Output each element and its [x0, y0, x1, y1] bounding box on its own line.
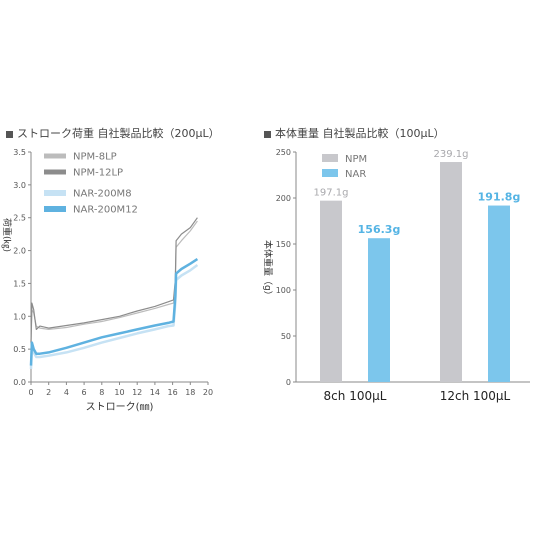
bar-y-tick-label: 250 [276, 148, 291, 157]
line-y-tick-label: 1.0 [13, 312, 26, 321]
bar-y-tick-label: 50 [281, 332, 291, 341]
bar-data-label: 156.3g [358, 223, 401, 236]
bar-category-label: 8ch 100μL [324, 389, 387, 403]
line-x-tick-label: 10 [114, 388, 124, 397]
line-x-tick-label: 0 [28, 388, 33, 397]
bullet-square-icon [264, 130, 271, 138]
bar-y-axis-label: 本体重量（g） [262, 240, 274, 300]
line-x-tick-label: 16 [168, 388, 178, 397]
line-y-tick-label: 0.0 [13, 378, 26, 387]
bar-y-tick-label: 0 [286, 378, 291, 387]
line-legend-swatch [44, 206, 66, 212]
line-x-tick-label: 20 [203, 388, 213, 397]
line-legend-label: NPM-12LP [73, 168, 123, 179]
bullet-square-icon [6, 130, 13, 138]
bar-nar [488, 205, 510, 382]
line-y-tick-label: 1.5 [13, 279, 26, 288]
line-x-tick-label: 18 [185, 388, 195, 397]
bar-data-label: 239.1g [434, 149, 469, 160]
line-y-tick-label: 2.5 [13, 214, 26, 223]
line-x-tick-label: 12 [132, 388, 142, 397]
bar-legend-label: NPM [345, 154, 367, 165]
line-legend-label: NAR-200M12 [73, 205, 138, 216]
line-y-tick-label: 0.5 [13, 345, 26, 354]
line-legend-swatch [44, 190, 66, 196]
line-y-axis-label: 荷重(㎏) [1, 218, 13, 252]
bar-category-label: 12ch 100μL [440, 389, 511, 403]
bar-legend-swatch [322, 154, 338, 162]
line-y-tick-label: 3.5 [13, 148, 26, 157]
bar-data-label: 197.1g [314, 188, 349, 199]
bar-legend-label: NAR [345, 169, 366, 180]
line-series-npm-12lp [30, 217, 198, 343]
line-legend-swatch [44, 153, 66, 159]
line-y-tick-label: 2.0 [13, 247, 26, 256]
line-legend-swatch [44, 169, 66, 175]
line-y-tick-label: 3.0 [13, 181, 26, 190]
line-x-tick-label: 4 [64, 388, 69, 397]
line-legend-label: NPM-8LP [73, 152, 117, 163]
line-legend-label: NAR-200M8 [73, 189, 132, 200]
bar-legend-swatch [322, 169, 338, 177]
bar-data-label: 191.8g [478, 191, 521, 204]
line-x-tick-label: 2 [46, 388, 51, 397]
line-x-tick-label: 14 [150, 388, 160, 397]
bar-y-tick-label: 100 [276, 286, 291, 295]
bar-nar [368, 238, 390, 382]
line-chart-title: ストローク荷重 自社製品比較（200μL） [6, 125, 220, 141]
line-x-tick-label: 6 [82, 388, 87, 397]
bar-y-tick-label: 150 [276, 240, 291, 249]
bar-npm [320, 200, 342, 382]
bar-npm [440, 162, 462, 382]
line-x-axis-label: ストローク(㎜) [86, 401, 154, 413]
line-series-nar-200m12 [29, 258, 199, 366]
line-x-tick-label: 8 [99, 388, 104, 397]
bar-y-tick-label: 200 [276, 194, 291, 203]
bar-chart-title: 本体重量 自社製品比較（100μL） [264, 125, 445, 141]
